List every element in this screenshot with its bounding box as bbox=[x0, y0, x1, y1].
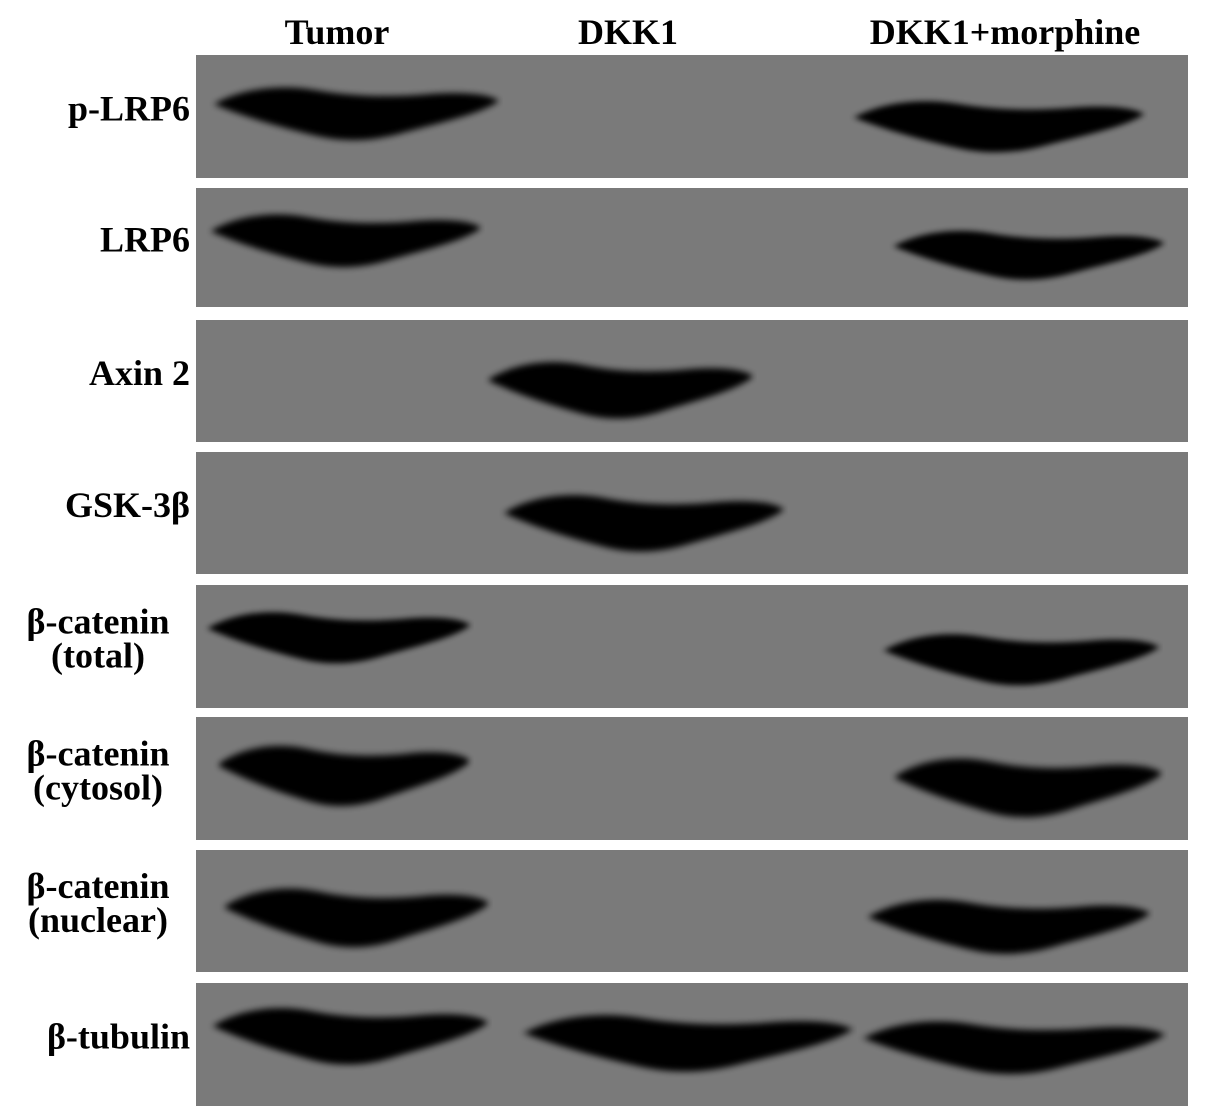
row-label: β-tubulin bbox=[47, 1017, 190, 1057]
row-label: LRP6 bbox=[100, 220, 190, 260]
row-label: β-catenin bbox=[27, 734, 170, 774]
row-label: Axin 2 bbox=[89, 353, 190, 393]
row-label: (cytosol) bbox=[33, 768, 163, 808]
row-label: p-LRP6 bbox=[68, 89, 190, 129]
row-label: GSK-3β bbox=[65, 485, 190, 525]
row-label: (total) bbox=[51, 636, 145, 676]
row-label: (nuclear) bbox=[28, 900, 168, 940]
column-header: DKK1 bbox=[578, 12, 678, 52]
row-label: β-catenin bbox=[27, 602, 170, 642]
row-label: β-catenin bbox=[27, 866, 170, 906]
column-header: DKK1+morphine bbox=[870, 12, 1141, 52]
column-header: Tumor bbox=[285, 12, 390, 52]
